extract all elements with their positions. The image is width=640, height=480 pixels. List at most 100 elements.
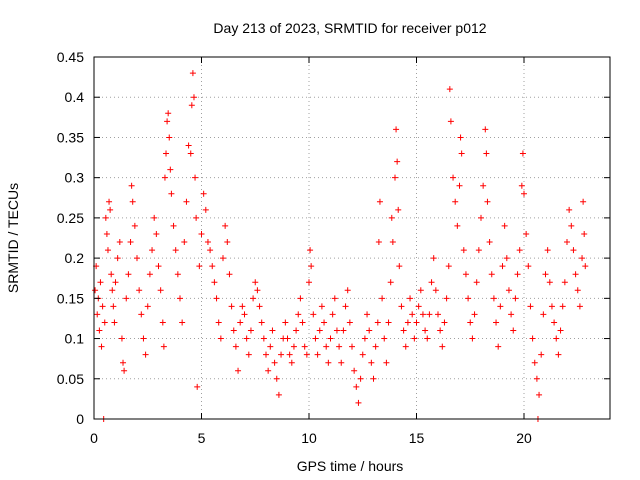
data-point-plus [303,351,310,358]
data-point-plus [307,247,314,254]
grid-lines [94,57,610,419]
data-point-plus [400,327,407,334]
data-point-plus [342,303,349,310]
data-point-plus [478,214,484,221]
data-point-plus [185,142,192,149]
data-point-plus [428,279,435,286]
data-point-plus [107,206,114,213]
data-point-plus [104,247,111,254]
data-point-plus [111,319,118,326]
data-point-plus [361,335,368,342]
data-point-plus [553,335,560,342]
data-point-plus [393,126,400,133]
data-point-plus [179,319,186,326]
data-point-plus [318,303,325,310]
data-point-plus [555,351,562,358]
data-point-plus [564,239,570,246]
data-point-plus [125,271,132,278]
data-point-plus [146,271,153,278]
data-point-plus [215,319,222,326]
data-point-plus [239,303,246,310]
data-point-plus [338,359,345,366]
data-point-plus [432,287,439,294]
y-tick-label: 0.25 [57,210,84,226]
y-tick-label: 0.15 [57,290,84,306]
data-point-plus [142,351,149,358]
data-point-plus [323,343,330,350]
data-point-plus [295,311,302,318]
data-point-plus [202,206,209,213]
data-point-plus [157,287,164,294]
data-point-plus [256,303,263,310]
data-point-plus [151,214,158,221]
data-point-plus [475,247,482,254]
data-point-plus [536,391,543,398]
data-point-plus [263,351,269,358]
chart-title: Day 213 of 2023, SRMTID for receiver p01… [213,20,486,36]
data-point-plus [99,303,106,310]
data-point-plus [415,303,422,310]
data-point-plus [576,303,583,310]
data-point-plus [232,343,239,350]
data-point-plus [452,198,459,205]
data-point-plus [402,343,409,350]
data-point-plus [301,343,308,350]
data-point-plus [394,158,401,165]
data-point-plus [297,295,304,302]
data-point-plus [523,230,530,237]
data-point-plus [235,367,242,374]
data-point-plus [503,255,510,262]
data-point-plus [443,295,450,302]
data-point-plus [284,335,291,342]
plot-frame [93,56,611,420]
data-point-plus [340,327,347,334]
data-point-plus [437,327,444,334]
data-point-plus [357,375,364,382]
data-point-plus [516,247,523,254]
data-point-plus [490,295,497,302]
data-point-plus [160,343,167,350]
data-point-plus [446,86,453,93]
data-point-plus [213,295,220,302]
data-point-plus [568,222,575,229]
data-point-plus [96,327,103,334]
data-point-plus [580,198,587,205]
data-point-plus [260,335,267,342]
data-point-plus [161,174,168,181]
data-point-plus [546,279,553,286]
data-point-plus [177,295,183,302]
data-point-plus [252,279,259,286]
data-point-plus [512,295,519,302]
data-point-plus [329,311,336,318]
data-point-plus [167,166,174,173]
data-point-plus [521,190,527,197]
data-point-plus [243,335,250,342]
data-point-plus [116,239,123,246]
data-point-plus [383,359,390,366]
x-axis-tick-labels: 0 5 10 15 20 [90,430,532,446]
data-point-plus [445,263,452,270]
data-point-plus [482,126,489,133]
data-point-plus [441,319,448,326]
data-point-plus [364,311,371,318]
data-point-plus [92,287,99,294]
data-point-plus [153,230,160,237]
data-point-plus [439,343,446,350]
data-point-plus [533,375,540,382]
data-point-plus [462,271,469,278]
data-point-plus [299,319,306,326]
data-point-plus [518,182,525,189]
data-point-plus [581,230,588,237]
data-point-plus [450,174,457,181]
data-point-plus [351,367,358,374]
data-point-plus [570,247,577,254]
data-point-plus [168,190,175,197]
data-point-plus [372,343,379,350]
data-point-plus [193,214,200,221]
y-axis-tick-labels: 0 0.05 0.1 0.15 0.2 0.25 0.3 0.35 0.4 0.45 [57,49,84,427]
data-point-plus [333,327,340,334]
data-point-plus [486,239,493,246]
data-point-plus [241,311,248,318]
data-point-plus [473,279,480,286]
